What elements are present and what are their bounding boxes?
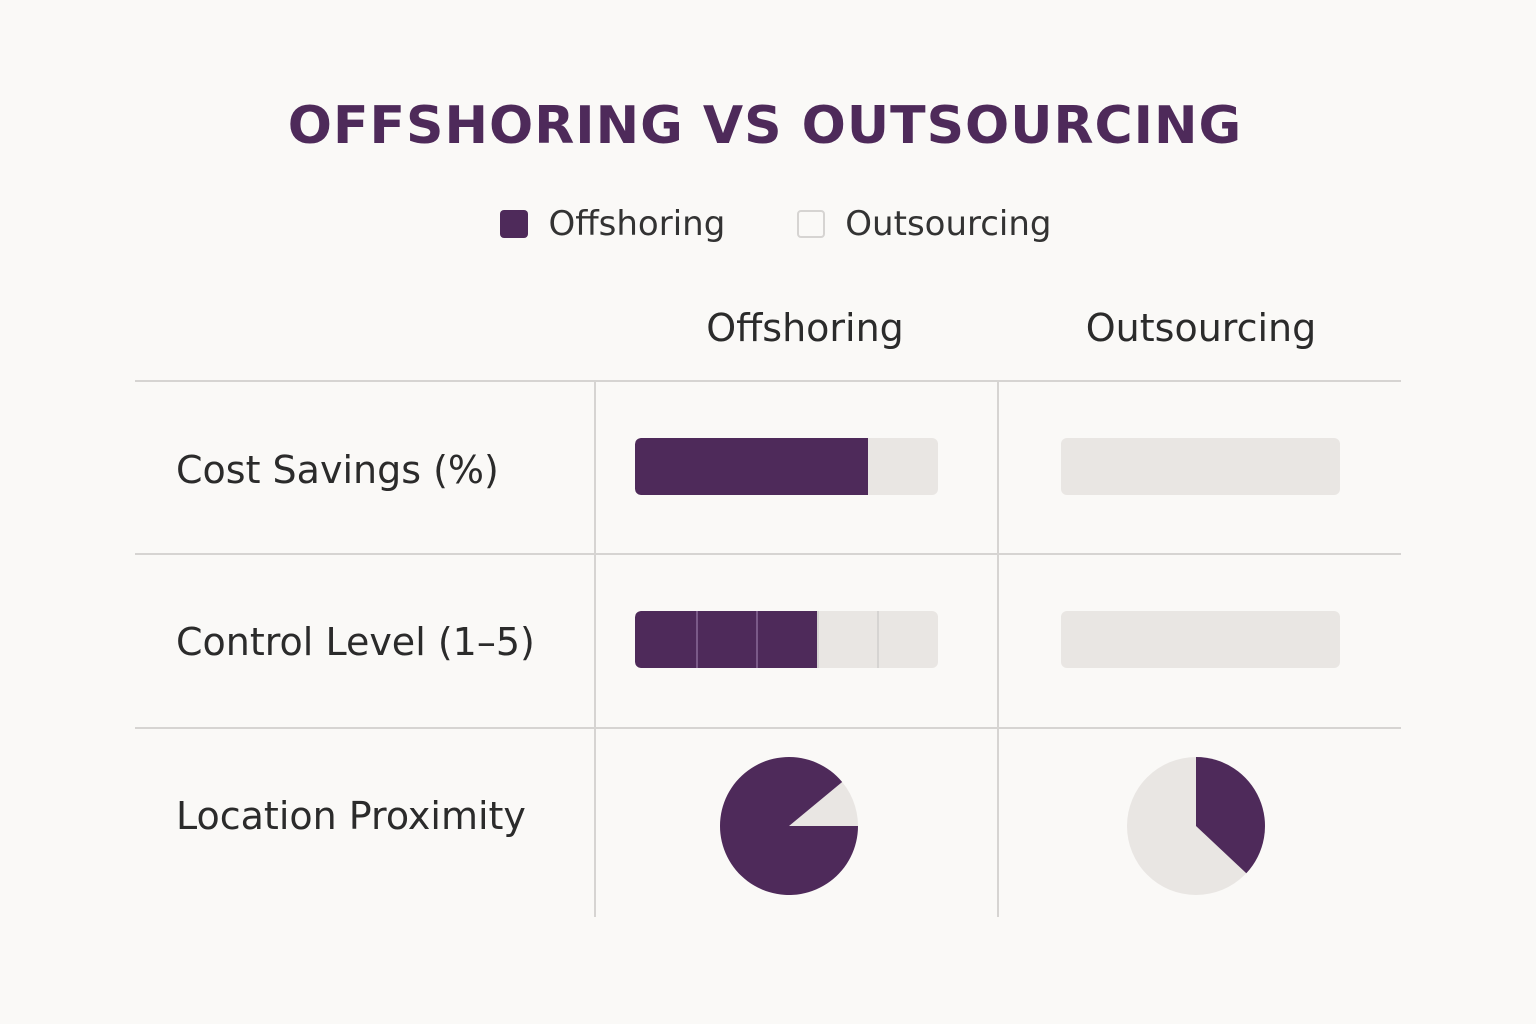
table-divider <box>135 380 1401 382</box>
bar-fill <box>635 611 817 668</box>
legend-swatch-outsourcing <box>797 210 826 238</box>
column-header-outsourcing: Outsourcing <box>1085 306 1317 350</box>
legend-item-offshoring: Offshoring <box>500 204 725 244</box>
legend-item-outsourcing: Outsourcing <box>797 204 1052 244</box>
pie-offshoring <box>720 757 858 895</box>
pie-outsourcing <box>1127 757 1265 895</box>
bar-track-outsourcing <box>1061 611 1340 668</box>
legend-swatch-offshoring <box>500 210 529 238</box>
bar-fill <box>635 438 869 495</box>
row-label-control-level: Control Level (1–5) <box>176 620 535 664</box>
bar-segment-divider <box>877 611 880 668</box>
bar-track-offshoring <box>635 611 938 668</box>
legend-label: Offshoring <box>548 204 726 244</box>
column-divider <box>594 381 596 917</box>
pie-value-slice <box>720 757 858 895</box>
bar-segment-divider <box>816 611 819 668</box>
legend-label: Outsourcing <box>845 204 1052 244</box>
column-divider <box>997 381 999 917</box>
row-label-location-proximity: Location Proximity <box>176 794 526 838</box>
bar-track-outsourcing <box>1061 438 1340 495</box>
bar-segment-divider <box>756 611 759 668</box>
row-label-cost-savings: Cost Savings (%) <box>176 448 499 492</box>
column-header-offshoring: Offshoring <box>706 306 904 350</box>
pie-value-slice <box>1196 757 1265 874</box>
table-divider <box>135 553 1401 555</box>
bar-track-offshoring <box>635 438 938 495</box>
chart-title: OFFSHORING VS OUTSOURCING <box>287 96 1243 156</box>
bar-segment-divider <box>695 611 698 668</box>
table-divider <box>135 727 1401 729</box>
legend: Offshoring Outsourcing <box>0 204 1536 244</box>
